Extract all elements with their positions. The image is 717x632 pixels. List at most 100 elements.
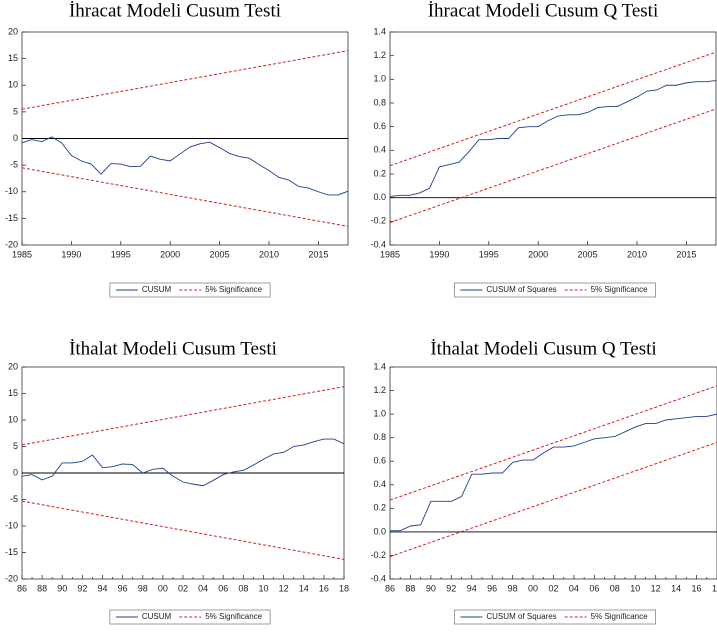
- y-tick-label: 20: [8, 361, 18, 371]
- x-tick-label: 96: [487, 583, 497, 593]
- x-tick-label: 94: [97, 583, 107, 593]
- y-tick-label: 0.0: [373, 526, 386, 536]
- significance-line: [390, 108, 716, 223]
- y-tick-label: 0.4: [373, 145, 386, 155]
- x-tick-label: 2005: [578, 249, 598, 259]
- significance-line: [390, 51, 716, 167]
- y-tick-label: 1.2: [373, 50, 386, 60]
- y-tick-label: 10: [8, 414, 18, 424]
- significance-line: [22, 167, 348, 227]
- x-tick-label: 12: [279, 583, 289, 593]
- series-line: [22, 136, 348, 196]
- significance-line: [390, 385, 717, 501]
- y-tick-label: 5: [13, 441, 18, 451]
- legend: CUSUM 5% Significance: [109, 609, 271, 625]
- x-tick-label: 1990: [429, 249, 449, 259]
- plot-area: [389, 366, 717, 580]
- x-tick-label: 88: [405, 583, 415, 593]
- y-tick-label: 1.0: [373, 74, 386, 84]
- y-tick-label: -15: [5, 547, 18, 557]
- x-tick-label: 08: [238, 583, 248, 593]
- y-tick-label: -10: [5, 520, 18, 530]
- x-tick-label: 2015: [308, 249, 328, 259]
- x-tick-label: 1985: [12, 249, 32, 259]
- y-tick-label: 1.2: [373, 385, 386, 395]
- y-tick-label: -0.4: [370, 573, 386, 583]
- x-tick-label: 00: [528, 583, 538, 593]
- x-tick-label: 98: [508, 583, 518, 593]
- x-tick-label: 12: [651, 583, 661, 593]
- x-tick-label: 1985: [380, 249, 400, 259]
- chart-title: İhracat Modeli Cusum Testi: [69, 0, 281, 21]
- y-tick-label: 0.8: [373, 97, 386, 107]
- x-tick-label: 2000: [160, 249, 180, 259]
- y-tick-label: 0.4: [373, 479, 386, 489]
- y-tick-label: 0.2: [373, 168, 386, 178]
- legend-box: [454, 609, 656, 625]
- x-tick-label: 1995: [111, 249, 131, 259]
- x-tick-label: 88: [37, 583, 47, 593]
- x-tick-label: 2000: [528, 249, 548, 259]
- y-tick-label: -10: [5, 186, 18, 196]
- x-tick-label: 06: [218, 583, 228, 593]
- y-tick-label: -0.2: [370, 550, 386, 560]
- x-tick-label: 02: [178, 583, 188, 593]
- y-tick-label: 5: [13, 106, 18, 116]
- y-tick-label: 0: [13, 133, 18, 143]
- x-tick-label: 02: [548, 583, 558, 593]
- x-tick-label: 2005: [210, 249, 230, 259]
- legend: CUSUM of Squares 5% Significance: [454, 282, 656, 298]
- legend-label: CUSUM of Squares: [486, 285, 556, 294]
- significance-line: [22, 500, 344, 560]
- legend-label: CUSUM: [142, 285, 172, 294]
- y-tick-label: -5: [10, 494, 18, 504]
- y-tick-label: 0.6: [373, 121, 386, 131]
- y-tick-label: 1.4: [373, 26, 386, 36]
- x-tick-label: 86: [385, 583, 395, 593]
- y-tick-label: 1.0: [373, 408, 386, 418]
- x-tick-label: 98: [138, 583, 148, 593]
- x-tick-label: 08: [610, 583, 620, 593]
- x-tick-label: 90: [57, 583, 67, 593]
- y-tick-label: 15: [8, 388, 18, 398]
- significance-line: [22, 386, 344, 446]
- x-tick-label: 1995: [479, 249, 499, 259]
- x-tick-label: 10: [258, 583, 268, 593]
- legend-label: 5% Significance: [591, 285, 648, 294]
- x-tick-label: 14: [299, 583, 309, 593]
- significance-line: [390, 441, 717, 558]
- legend-label: 5% Significance: [591, 612, 648, 621]
- y-tick-label: -5: [10, 160, 18, 170]
- chart-title: İthalat Modeli Cusum Testi: [69, 338, 277, 359]
- chart-title: İhracat Modeli Cusum Q Testi: [428, 0, 659, 21]
- x-tick-label: 86: [17, 583, 27, 593]
- x-tick-label: 96: [118, 583, 128, 593]
- x-tick-label: 2010: [627, 249, 647, 259]
- y-tick-label: 15: [8, 53, 18, 63]
- x-tick-label: 16: [692, 583, 702, 593]
- x-tick-label: 90: [426, 583, 436, 593]
- legend-label: CUSUM of Squares: [486, 612, 556, 621]
- x-tick-label: 14: [671, 583, 681, 593]
- x-tick-label: 92: [446, 583, 456, 593]
- series-line: [390, 413, 717, 532]
- y-tick-label: -15: [5, 213, 18, 223]
- legend-label: 5% Significance: [205, 285, 262, 294]
- y-tick-label: 0.2: [373, 503, 386, 513]
- y-tick-label: -0.4: [370, 239, 386, 249]
- x-tick-label: 1990: [61, 249, 81, 259]
- legend-label: CUSUM: [142, 612, 172, 621]
- legend: CUSUM 5% Significance: [109, 282, 271, 298]
- y-tick-label: 0.8: [373, 432, 386, 442]
- x-tick-label: 2010: [259, 249, 279, 259]
- x-tick-label: 04: [569, 583, 579, 593]
- x-tick-label: 2015: [676, 249, 696, 259]
- legend: CUSUM of Squares 5% Significance: [454, 609, 656, 625]
- plot-area: [389, 31, 717, 246]
- series-line: [390, 80, 716, 197]
- x-tick-label: 94: [467, 583, 477, 593]
- chart-title: İthalat Modeli Cusum Q Testi: [430, 338, 656, 359]
- series-line: [22, 438, 344, 487]
- x-tick-label: 16: [319, 583, 329, 593]
